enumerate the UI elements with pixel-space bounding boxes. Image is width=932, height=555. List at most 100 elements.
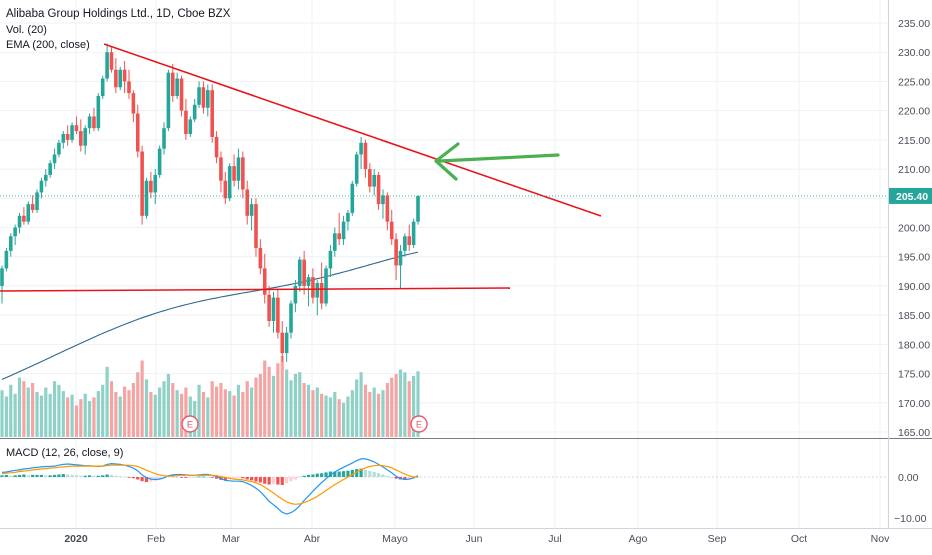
candle-body [184, 110, 188, 135]
macd-histogram-bar [333, 471, 337, 477]
volume-bar [412, 375, 416, 437]
volume-bar [70, 394, 74, 437]
macd-histogram-bar [197, 476, 201, 478]
volume-bar [52, 381, 57, 437]
macd-histogram-bar [4, 474, 8, 477]
time-tick-label: Mar [222, 533, 241, 545]
candle-body [232, 166, 236, 181]
last-price-tag [888, 187, 932, 204]
macd-histogram-bar [118, 476, 122, 477]
macd-histogram-bar [96, 475, 100, 477]
macd-histogram-bar [241, 477, 245, 479]
macd-histogram-bar [44, 475, 48, 477]
candle-body [403, 236, 407, 251]
macd-legend[interactable]: MACD (12, 26, close, 9) [6, 447, 124, 459]
macd-histogram-bar [9, 475, 13, 477]
macd-histogram-bar [61, 474, 65, 477]
macd-histogram-bar [376, 473, 381, 477]
macd-histogram-bar [245, 477, 249, 480]
macd-histogram-bar [276, 477, 280, 485]
price-tick-label: 185.00 [898, 310, 930, 322]
macd-histogram-bar [87, 475, 92, 477]
macd-histogram-bar [320, 473, 324, 477]
macd-histogram-bar [372, 471, 376, 477]
candle-body [223, 180, 228, 199]
macd-pane [0, 458, 888, 515]
trendlines[interactable] [0, 43, 602, 292]
macd-histogram-bar [355, 469, 359, 477]
candle-body [118, 69, 123, 88]
earnings-marker[interactable]: E [410, 415, 428, 433]
volume-bars [0, 356, 420, 437]
candle-body [13, 227, 17, 237]
volume-bar [140, 360, 144, 437]
volume-legend[interactable]: Vol. (20) [6, 24, 47, 36]
candle-body [376, 174, 381, 205]
macd-histogram-bar [48, 475, 52, 477]
volume-bar [324, 395, 328, 437]
macd-histogram-bar [315, 473, 319, 477]
candle-body [162, 128, 166, 149]
candle-body [65, 134, 70, 140]
chart-title: Alibaba Group Holdings Ltd., 1D, Cboe BZ… [6, 8, 231, 20]
volume-bar [320, 393, 324, 437]
macd-histogram-bar [105, 474, 109, 477]
volume-bar [13, 393, 17, 437]
ema-line [1, 251, 419, 380]
volume-bar [341, 402, 346, 437]
macd-histogram-bar [381, 474, 385, 477]
volume-bar [66, 397, 70, 437]
macd-histogram-bar [368, 471, 372, 477]
macd-histogram-bar [184, 477, 188, 478]
candles[interactable] [0, 43, 420, 362]
price-tick-label: 215.00 [898, 135, 930, 147]
volume-bar [144, 379, 149, 437]
time-tick-label: Jul [548, 533, 561, 545]
volume-bar [57, 384, 61, 437]
volume-bar [158, 387, 162, 437]
candle-body [61, 134, 66, 143]
macd-histogram-bar [131, 477, 135, 479]
candle-body [306, 277, 311, 286]
time-tick-label: Nov [871, 533, 890, 545]
macd-histogram-bar [188, 477, 192, 478]
volume-bar [306, 384, 311, 437]
macd-histogram-bar [179, 477, 184, 478]
volume-bar [92, 397, 96, 437]
macd-histogram-bar [175, 477, 179, 478]
earnings-marker-label: E [416, 420, 422, 431]
volume-bar [171, 383, 175, 437]
candle-body [8, 236, 13, 251]
candle-body [179, 78, 184, 111]
time-tick-label: 2020 [64, 533, 88, 545]
candle-body [302, 259, 306, 286]
ema-legend[interactable]: EMA (200, close) [6, 39, 90, 51]
candle-body [149, 180, 153, 193]
candle-body [254, 204, 258, 248]
candle-body [43, 174, 48, 181]
volume-bar [368, 392, 372, 437]
price-tick-label: 235.00 [898, 18, 930, 30]
macd-histogram-bar [83, 475, 87, 477]
volume-bar [276, 363, 280, 437]
volume-bar [101, 384, 105, 437]
candle-body [166, 72, 171, 129]
candle-body [341, 221, 346, 240]
volume-bar [109, 381, 114, 437]
macd-histogram-bar [267, 477, 271, 485]
candle-body [188, 119, 193, 135]
candle-body [175, 78, 179, 97]
macd-histogram-bar [337, 471, 341, 477]
earnings-marker[interactable]: E [181, 415, 199, 433]
candle-body [214, 136, 219, 158]
macd-histogram-bar [31, 474, 35, 477]
volume-bar [311, 390, 315, 437]
macd-histogram-bar [123, 476, 127, 478]
volume-bar [31, 383, 35, 437]
macd-histogram-bar [201, 476, 206, 478]
candle-body [394, 239, 398, 266]
